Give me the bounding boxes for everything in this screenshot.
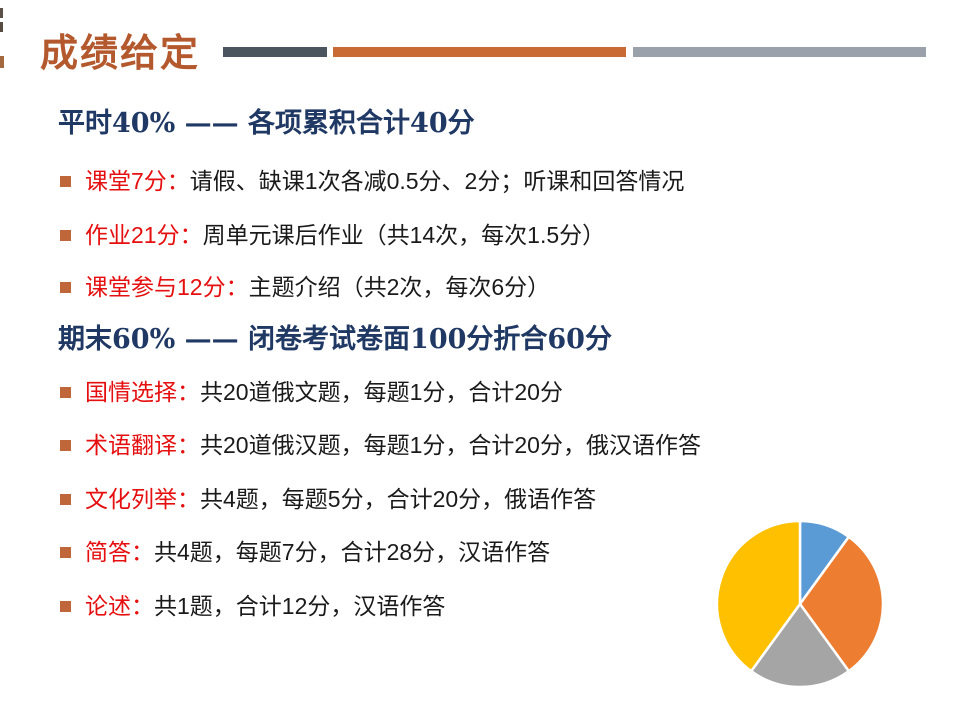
header-bar-orange bbox=[333, 47, 626, 57]
bullet-text: 共4题，每题5分，合计20分，俄语作答 bbox=[200, 486, 597, 512]
bullet-text: 请假、缺课1次各减0.5分、2分；听课和回答情况 bbox=[189, 168, 685, 194]
header-bar-gray bbox=[633, 47, 926, 57]
bullet-keyword: 课堂参与12分： bbox=[85, 274, 249, 300]
bullet-text: 主题介绍（共2次，每次6分） bbox=[248, 274, 551, 300]
list-item: 论述：共1题，合计12分，汉语作答 bbox=[60, 591, 445, 621]
list-item: 作业21分：周单元课后作业（共14次，每次1.5分） bbox=[60, 220, 605, 250]
section-heading-final: 期末60% —— 闭卷考试卷面100分折合60分 bbox=[58, 324, 612, 355]
bullet-text: 共20道俄汉题，每题1分，合计20分，俄汉语作答 bbox=[200, 432, 701, 458]
pie-slice bbox=[798, 535, 885, 673]
bullet-square-icon bbox=[60, 493, 71, 505]
bullet-content: 课堂7分：请假、缺课1次各减0.5分、2分；听课和回答情况 bbox=[85, 166, 684, 196]
bullet-text: 周单元课后作业（共14次，每次1.5分） bbox=[202, 222, 606, 248]
list-item: 课堂7分：请假、缺课1次各减0.5分、2分；听课和回答情况 bbox=[60, 166, 684, 196]
bullet-text: 共20道俄文题，每题1分，合计20分 bbox=[200, 379, 563, 405]
list-item: 国情选择：共20道俄文题，每题1分，合计20分 bbox=[60, 377, 563, 407]
bullet-content: 术语翻译：共20道俄汉题，每题1分，合计20分，俄汉语作答 bbox=[85, 430, 701, 460]
left-edge-artifact bbox=[0, 8, 3, 18]
header-bar-dark bbox=[223, 47, 327, 57]
list-item: 简答：共4题，每题7分，合计28分，汉语作答 bbox=[60, 537, 550, 567]
list-item: 课堂参与12分：主题介绍（共2次，每次6分） bbox=[60, 272, 550, 302]
bullet-text: 共1题，合计12分，汉语作答 bbox=[154, 593, 446, 619]
bullet-keyword: 论述： bbox=[85, 593, 154, 619]
pie-slice bbox=[715, 519, 802, 673]
pie-chart bbox=[715, 519, 885, 689]
bullet-square-icon bbox=[60, 546, 71, 558]
section-heading-ordinary: 平时40% —— 各项累积合计40分 bbox=[58, 108, 475, 139]
bullet-keyword: 课堂7分： bbox=[85, 168, 190, 194]
left-edge-artifact bbox=[0, 22, 3, 32]
bullet-content: 国情选择：共20道俄文题，每题1分，合计20分 bbox=[85, 377, 563, 407]
bullet-content: 作业21分：周单元课后作业（共14次，每次1.5分） bbox=[85, 220, 605, 250]
bullet-square-icon bbox=[60, 600, 71, 612]
bullet-keyword: 术语翻译： bbox=[85, 432, 200, 458]
bullet-content: 简答：共4题，每题7分，合计28分，汉语作答 bbox=[85, 537, 550, 567]
bullet-square-icon bbox=[60, 281, 71, 293]
left-edge-artifact bbox=[0, 56, 4, 68]
pie-slice bbox=[749, 602, 851, 689]
list-item: 文化列举：共4题，每题5分，合计20分，俄语作答 bbox=[60, 484, 596, 514]
bullet-square-icon bbox=[60, 386, 71, 398]
bullet-content: 文化列举：共4题，每题5分，合计20分，俄语作答 bbox=[85, 484, 596, 514]
bullet-square-icon bbox=[60, 229, 71, 241]
page-title: 成绩给定 bbox=[40, 31, 201, 75]
bullet-keyword: 文化列举： bbox=[85, 486, 200, 512]
bullet-square-icon bbox=[60, 439, 71, 451]
bullet-square-icon bbox=[60, 175, 71, 187]
list-item: 术语翻译：共20道俄汉题，每题1分，合计20分，俄汉语作答 bbox=[60, 430, 701, 460]
bullet-keyword: 作业21分： bbox=[85, 222, 203, 248]
bullet-content: 论述：共1题，合计12分，汉语作答 bbox=[85, 591, 445, 621]
bullet-keyword: 简答： bbox=[85, 539, 154, 565]
bullet-keyword: 国情选择： bbox=[85, 379, 200, 405]
bullet-text: 共4题，每题7分，合计28分，汉语作答 bbox=[154, 539, 551, 565]
bullet-content: 课堂参与12分：主题介绍（共2次，每次6分） bbox=[85, 272, 550, 302]
